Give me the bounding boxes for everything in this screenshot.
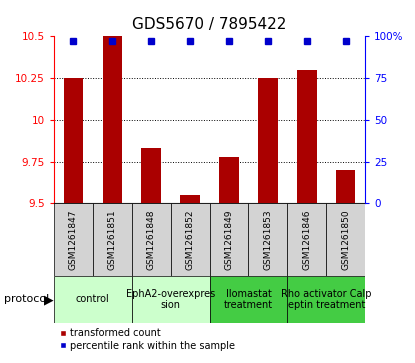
- Text: GSM1261852: GSM1261852: [186, 209, 195, 270]
- Text: ▶: ▶: [44, 293, 53, 306]
- Title: GDS5670 / 7895422: GDS5670 / 7895422: [132, 17, 287, 32]
- Bar: [297, 70, 317, 203]
- Text: GSM1261850: GSM1261850: [341, 209, 350, 270]
- Bar: [210, 276, 287, 323]
- Text: protocol: protocol: [4, 294, 49, 305]
- Text: EphA2-overexpres
sion: EphA2-overexpres sion: [126, 289, 215, 310]
- Bar: [132, 203, 171, 276]
- Bar: [142, 148, 161, 203]
- Text: Rho activator Calp
eptin treatment: Rho activator Calp eptin treatment: [281, 289, 371, 310]
- Text: GSM1261853: GSM1261853: [264, 209, 272, 270]
- Bar: [287, 203, 326, 276]
- Text: GSM1261851: GSM1261851: [108, 209, 117, 270]
- Legend: transformed count, percentile rank within the sample: transformed count, percentile rank withi…: [59, 328, 235, 351]
- Bar: [54, 203, 93, 276]
- Bar: [103, 0, 122, 203]
- Bar: [219, 156, 239, 203]
- Bar: [171, 203, 210, 276]
- Bar: [210, 203, 249, 276]
- Text: control: control: [76, 294, 110, 305]
- Bar: [54, 276, 132, 323]
- Text: GSM1261846: GSM1261846: [303, 209, 311, 270]
- Bar: [93, 203, 132, 276]
- Bar: [132, 276, 210, 323]
- Bar: [181, 195, 200, 203]
- Bar: [63, 78, 83, 203]
- Bar: [326, 203, 365, 276]
- Bar: [287, 276, 365, 323]
- Text: GSM1261847: GSM1261847: [69, 209, 78, 270]
- Bar: [336, 170, 356, 203]
- Bar: [258, 78, 278, 203]
- Bar: [249, 203, 287, 276]
- Text: GSM1261849: GSM1261849: [225, 209, 234, 270]
- Text: GSM1261848: GSM1261848: [147, 209, 156, 270]
- Text: Ilomastat
treatment: Ilomastat treatment: [224, 289, 273, 310]
